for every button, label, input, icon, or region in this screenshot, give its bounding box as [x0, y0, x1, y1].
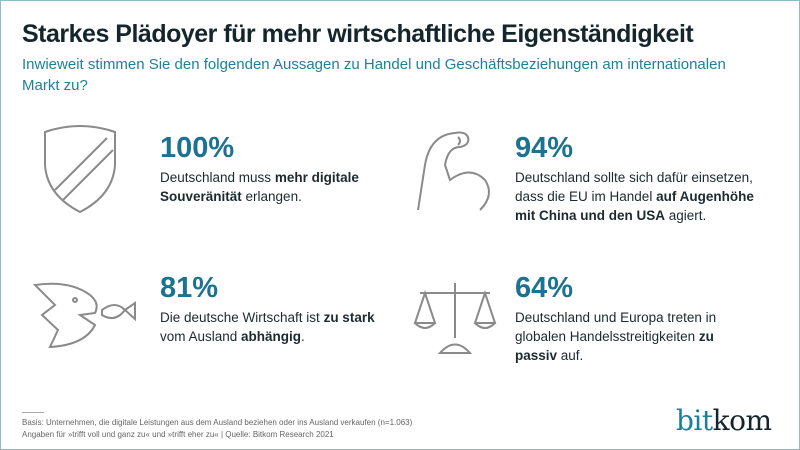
bitkom-logo: bitkom: [676, 404, 772, 437]
footer-notes: Basis: Unternehmen, die digitale Leistun…: [22, 417, 412, 441]
page-title: Starkes Plädoyer für mehr wirtschaftlich…: [22, 20, 694, 48]
stat-trade-disputes: 64% Deutschland und Europa treten in glo…: [515, 272, 755, 365]
shield-icon: [44, 125, 116, 214]
stat-text: Deutschland muss mehr digitale Souveräni…: [160, 168, 400, 206]
text-segment: vom Ausland: [160, 329, 242, 344]
scales-icon: [413, 283, 497, 354]
big-fish-eating-small-fish-icon: [32, 282, 136, 349]
text-segment: Deutschland sollte sich dafür einsetzen,…: [515, 170, 753, 204]
subtitle: Inwieweit stimmen Sie den folgenden Auss…: [22, 56, 726, 94]
stat-percent: 94%: [515, 132, 574, 164]
text-segment: Deutschland und Europa treten in globale…: [515, 310, 717, 344]
text-segment: erlangen.: [241, 189, 302, 204]
footer-basis: Basis: Unternehmen, die digitale Leistun…: [22, 418, 413, 427]
stat-percent: 100%: [160, 132, 235, 164]
footer-divider: [22, 412, 44, 413]
stat-digital-sovereignty: 100% Deutschland muss mehr digitale Souv…: [160, 132, 400, 206]
stat-text: Deutschland und Europa treten in globale…: [515, 308, 755, 365]
emphasis-text: zu stark: [323, 310, 375, 325]
footer-source: Angaben für »trifft voll und ganz zu« un…: [22, 430, 334, 439]
emphasis-text: auf Augenhöhe mit China und den USA: [515, 189, 754, 223]
stat-foreign-dependency: 81% Die deutsche Wirtschaft ist zu stark…: [160, 272, 400, 346]
text-segment: Die deutsche Wirtschaft ist: [160, 310, 324, 325]
stat-text: Die deutsche Wirtschaft ist zu stark vom…: [160, 308, 400, 346]
emphasis-text: abhängig: [241, 329, 302, 344]
logo-part-kom: kom: [712, 404, 772, 437]
stat-text: Deutschland sollte sich dafür einsetzen,…: [515, 168, 755, 225]
stat-percent: 81%: [160, 272, 219, 304]
text-segment: .: [301, 329, 305, 344]
emphasis-text: mehr digitale Souveränität: [160, 170, 359, 204]
flexed-arm-icon: [417, 131, 490, 211]
stat-eu-trade-equality: 94% Deutschland sollte sich dafür einset…: [515, 132, 755, 225]
stat-percent: 64%: [515, 272, 574, 304]
emphasis-text: zu passiv: [515, 329, 714, 363]
logo-part-bit: bit: [676, 404, 713, 437]
text-segment: auf.: [557, 348, 584, 363]
text-segment: agiert.: [665, 208, 707, 223]
text-segment: Deutschland muss: [160, 170, 275, 185]
